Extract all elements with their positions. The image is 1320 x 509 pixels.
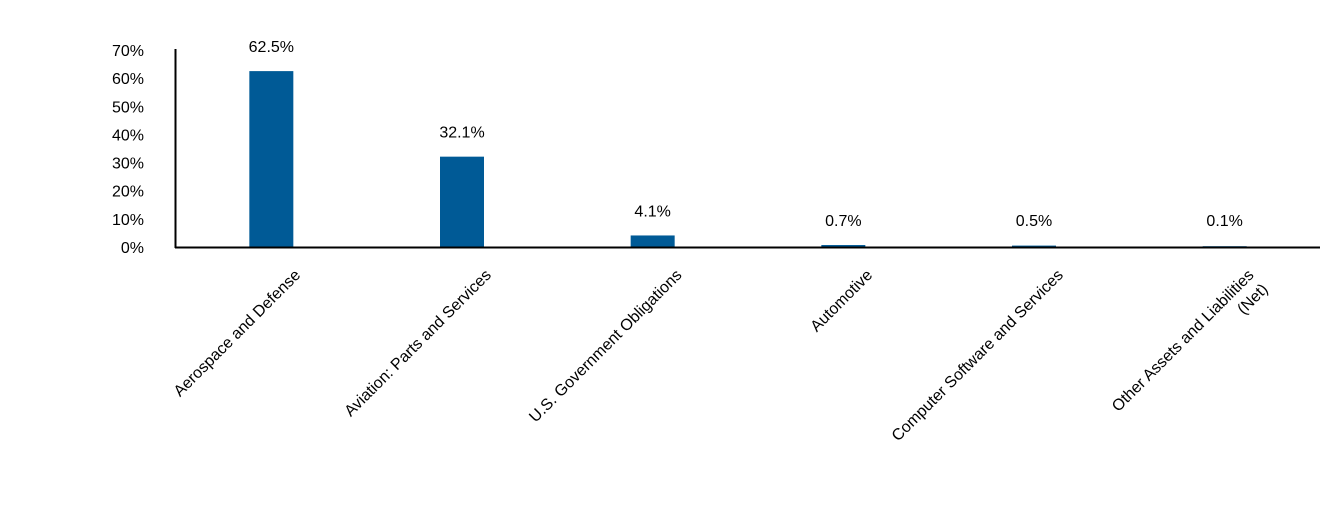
category-label: U.S. Government Obligations [526, 267, 685, 426]
category-label: Computer Software and Services [889, 267, 1067, 445]
data-label: 0.7% [825, 213, 861, 230]
category-label-line: U.S. Government Obligations [526, 267, 685, 426]
category-label: Other Assets and Liabilities(Net) [1109, 267, 1272, 430]
y-tick-label: 40% [112, 127, 144, 144]
category-label-line: Automotive [808, 267, 877, 336]
data-label: 32.1% [439, 125, 484, 142]
data-label: 62.5% [249, 39, 294, 56]
bar [1012, 245, 1056, 247]
y-tick-label: 30% [112, 156, 144, 173]
category-label-line: Other Assets and Liabilities [1109, 267, 1257, 415]
y-tick-label: 50% [112, 99, 144, 116]
bar [249, 71, 294, 247]
bar [440, 156, 484, 247]
data-label: 0.5% [1016, 213, 1052, 230]
bar [630, 235, 675, 247]
y-tick-label: 10% [112, 212, 144, 229]
category-label: Automotive [808, 267, 877, 336]
y-tick-label: 0% [121, 240, 144, 257]
category-label-line: Aviation: Parts and Services [342, 267, 495, 420]
y-tick-label: 20% [112, 184, 144, 201]
bar [821, 245, 866, 247]
category-label: Aerospace and Defense [171, 267, 304, 400]
category-label: Aviation: Parts and Services [342, 267, 495, 420]
y-tick-label: 70% [112, 43, 144, 60]
data-label: 4.1% [634, 203, 670, 220]
category-label-line: Computer Software and Services [889, 267, 1067, 445]
data-label: 0.1% [1206, 213, 1242, 230]
category-label-line: Aerospace and Defense [171, 267, 304, 400]
y-tick-label: 60% [112, 71, 144, 88]
